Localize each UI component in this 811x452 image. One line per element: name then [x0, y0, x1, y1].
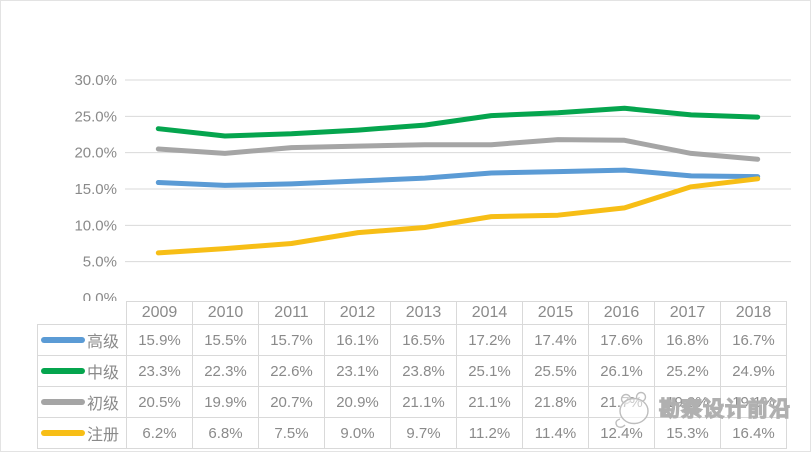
value-cell-senior: 15.9% [126, 324, 193, 356]
value-cell-senior: 16.1% [324, 324, 391, 356]
series-line-registered [155, 176, 761, 256]
legend-cell-senior: 高级 [37, 324, 127, 356]
value-cell-junior: 20.9% [324, 386, 391, 418]
y-axis-tick-label: 10.0% [74, 217, 117, 234]
value-cell-junior: 20.7% [258, 386, 325, 418]
data-table: 2009 2010 2011 2012 2013 2014 2015 2016 2017 2018… [37, 301, 787, 449]
value-cell-registered: 9.7% [390, 417, 457, 449]
value-cell-junior: 21.1% [456, 386, 523, 418]
series-line-junior [155, 137, 761, 162]
y-axis-tick-label: 30.0% [74, 72, 117, 89]
value-cell-senior: 17.6% [588, 324, 655, 356]
value-cell-senior: 15.5% [192, 324, 259, 356]
year-header-cell: 2017 [654, 301, 721, 325]
legend-swatch-senior [41, 337, 85, 343]
legend-label-intermediate: 中级 [87, 365, 120, 382]
value-cell-junior: 20.5% [126, 386, 193, 418]
year-header-cell: 2015 [522, 301, 589, 325]
legend-swatch-registered [41, 430, 85, 436]
year-header-cell: 2013 [390, 301, 457, 325]
value-cell-junior: 21.7% [588, 386, 655, 418]
series-line-intermediate [155, 105, 761, 139]
legend-cell-registered: 注册 [37, 417, 127, 449]
value-cell-junior: 19.9% [192, 386, 259, 418]
table-row: 注册 6.2% 6.8% 7.5% 9.0% 9.7% 11.2% 11.4% 12.4% 15.… [37, 417, 787, 449]
y-axis-tick-label: 5.0% [83, 254, 117, 271]
y-axis-tick-label: 15.0% [74, 181, 117, 198]
value-cell-junior: 21.8% [522, 386, 589, 418]
year-header-cell: 2016 [588, 301, 655, 325]
series-line-senior [155, 167, 761, 188]
y-axis-tick-label: 20.0% [74, 145, 117, 162]
value-cell-senior: 16.8% [654, 324, 721, 356]
legend-swatch-junior [41, 399, 85, 405]
value-cell-registered: 6.8% [192, 417, 259, 449]
year-header-cell: 2012 [324, 301, 391, 325]
table-row: 中级 23.3% 22.3% 22.6% 23.1% 23.8% 25.1% 25.5% 26.… [37, 355, 787, 387]
legend-swatch-intermediate [41, 368, 85, 374]
legend-label-registered: 注册 [87, 427, 120, 444]
value-cell-senior: 15.7% [258, 324, 325, 356]
value-cell-senior: 17.2% [456, 324, 523, 356]
value-cell-junior: 19.1% [720, 386, 787, 418]
value-cell-junior: 19.9% [654, 386, 721, 418]
value-cell-registered: 15.3% [654, 417, 721, 449]
value-cell-senior: 16.7% [720, 324, 787, 356]
value-cell-intermediate: 26.1% [588, 355, 655, 387]
legend-label-senior: 高级 [87, 334, 120, 351]
y-axis-tick-label: 0.0% [83, 290, 117, 301]
table-row: 初级 20.5% 19.9% 20.7% 20.9% 21.1% 21.1% 21.8% 21.… [37, 386, 787, 418]
value-cell-intermediate: 24.9% [720, 355, 787, 387]
year-header-cell: 2010 [192, 301, 259, 325]
y-axis-tick-label: 25.0% [74, 108, 117, 125]
value-cell-intermediate: 22.3% [192, 355, 259, 387]
value-cell-intermediate: 22.6% [258, 355, 325, 387]
year-header-cell: 2011 [258, 301, 325, 325]
value-cell-registered: 12.4% [588, 417, 655, 449]
value-cell-registered: 6.2% [126, 417, 193, 449]
value-cell-senior: 16.5% [390, 324, 457, 356]
legend-cell-intermediate: 中级 [37, 355, 127, 387]
value-cell-intermediate: 25.1% [456, 355, 523, 387]
value-cell-intermediate: 23.1% [324, 355, 391, 387]
year-header-cell: 2014 [456, 301, 523, 325]
value-cell-registered: 11.2% [456, 417, 523, 449]
value-cell-registered: 9.0% [324, 417, 391, 449]
value-cell-intermediate: 25.2% [654, 355, 721, 387]
legend-cell-junior: 初级 [37, 386, 127, 418]
table-corner-blank [38, 302, 127, 325]
value-cell-senior: 17.4% [522, 324, 589, 356]
value-cell-intermediate: 23.8% [390, 355, 457, 387]
value-cell-junior: 21.1% [390, 386, 457, 418]
year-header-cell: 2018 [720, 301, 787, 325]
value-cell-intermediate: 23.3% [126, 355, 193, 387]
table-row: 高级 15.9% 15.5% 15.7% 16.1% 16.5% 17.2% 17.4% 17.… [37, 324, 787, 356]
value-cell-registered: 16.4% [720, 417, 787, 449]
value-cell-registered: 7.5% [258, 417, 325, 449]
year-header-cell: 2009 [126, 301, 193, 325]
value-cell-registered: 11.4% [522, 417, 589, 449]
line-chart: 30.0% 25.0% 20.0% 15.0% 10.0% 5.0% 0.0% [74, 72, 791, 301]
value-cell-intermediate: 25.5% [522, 355, 589, 387]
legend-label-junior: 初级 [87, 396, 120, 413]
